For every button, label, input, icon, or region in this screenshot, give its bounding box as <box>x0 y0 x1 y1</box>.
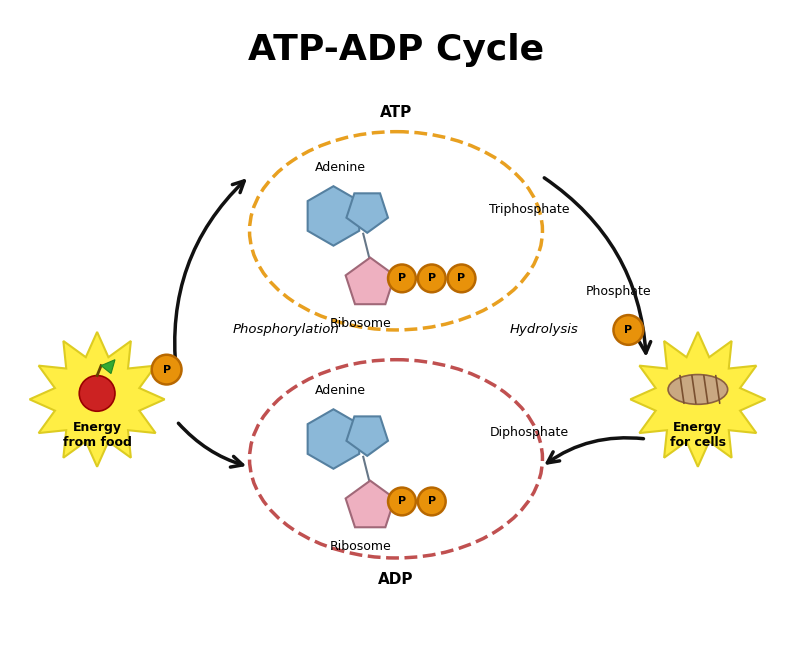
Text: ADP: ADP <box>379 572 413 587</box>
Ellipse shape <box>249 360 543 558</box>
Polygon shape <box>101 360 115 373</box>
Text: Phosphate: Phosphate <box>585 285 651 298</box>
Polygon shape <box>346 417 388 456</box>
Ellipse shape <box>668 375 728 404</box>
Polygon shape <box>630 332 765 467</box>
Text: Triphosphate: Triphosphate <box>489 203 569 216</box>
Text: Phosphorylation: Phosphorylation <box>232 323 339 336</box>
Circle shape <box>388 264 416 292</box>
Text: Adenine: Adenine <box>315 384 366 397</box>
Text: P: P <box>428 273 436 283</box>
Text: P: P <box>398 496 406 507</box>
Text: P: P <box>624 325 633 335</box>
Text: Ribosome: Ribosome <box>329 317 391 330</box>
Polygon shape <box>345 481 394 527</box>
Circle shape <box>418 264 446 292</box>
Text: Ribosome: Ribosome <box>329 540 391 553</box>
Circle shape <box>614 315 643 345</box>
Text: Hydrolysis: Hydrolysis <box>509 323 578 336</box>
Text: P: P <box>162 365 171 375</box>
Circle shape <box>388 487 416 515</box>
Circle shape <box>447 264 475 292</box>
Polygon shape <box>307 186 360 246</box>
Text: P: P <box>428 496 436 507</box>
Text: Adenine: Adenine <box>315 161 366 174</box>
Polygon shape <box>29 332 165 467</box>
Text: P: P <box>458 273 466 283</box>
Text: ATP: ATP <box>380 105 412 120</box>
Text: P: P <box>398 273 406 283</box>
Text: Energy
for cells: Energy for cells <box>670 421 725 449</box>
Circle shape <box>79 376 115 411</box>
Text: ATP-ADP Cycle: ATP-ADP Cycle <box>248 33 544 67</box>
Polygon shape <box>345 257 394 304</box>
Ellipse shape <box>249 132 543 330</box>
Polygon shape <box>346 193 388 233</box>
Text: Energy
from food: Energy from food <box>63 421 131 449</box>
Text: Diphosphate: Diphosphate <box>489 426 569 439</box>
Circle shape <box>152 354 181 384</box>
Circle shape <box>418 487 446 515</box>
Polygon shape <box>307 410 360 469</box>
